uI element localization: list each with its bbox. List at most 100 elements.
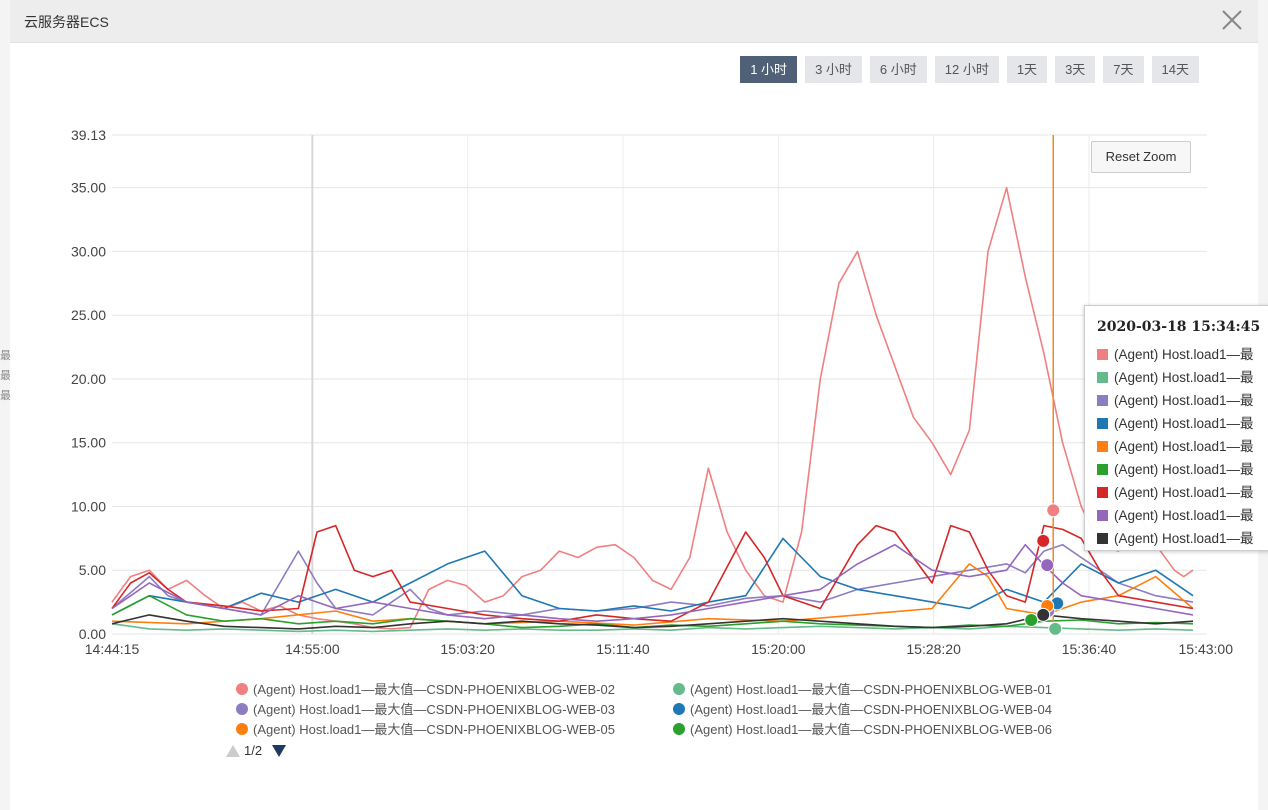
chart-tooltip: 2020-03-18 15:34:45 (Agent) Host.load1—最…: [1084, 305, 1268, 551]
legend-dot: [236, 723, 248, 735]
tooltip-swatch: [1097, 418, 1108, 429]
pager-down-icon[interactable]: [272, 744, 287, 757]
y-tick-label: 10.00: [71, 498, 106, 514]
series-line: [111, 537, 1194, 616]
tooltip-swatch: [1097, 349, 1108, 360]
tooltip-row: (Agent) Host.load1—最: [1097, 435, 1254, 455]
legend-item[interactable]: (Agent) Host.load1—最大值—CSDN-PHOENIXBLOG-…: [236, 679, 615, 698]
tooltip-row-label: (Agent) Host.load1—最: [1114, 370, 1254, 385]
tooltip-row-label: (Agent) Host.load1—最: [1114, 531, 1254, 546]
tooltip-row-label: (Agent) Host.load1—最: [1114, 485, 1254, 500]
series-line: [111, 186, 1194, 630]
hover-marker: [1046, 503, 1061, 518]
series-line: [111, 543, 1194, 616]
pager-up-icon[interactable]: [226, 744, 240, 757]
tooltip-swatch: [1097, 395, 1108, 406]
x-tick-label: 15:28:20: [906, 641, 961, 657]
tooltip-swatch: [1097, 487, 1108, 498]
x-axis-labels: 14:44:15 14:55:00 15:03:20 15:11:40 15:20:00…: [85, 641, 1233, 657]
legend-label: (Agent) Host.load1—最大值—CSDN-PHOENIXBLOG-…: [690, 702, 1052, 717]
legend-item[interactable]: (Agent) Host.load1—最大值—CSDN-PHOENIXBLOG-…: [673, 699, 1052, 718]
hover-marker: [1024, 612, 1039, 627]
tooltip-row: (Agent) Host.load1—最: [1097, 343, 1254, 363]
background-fragment: 最: [0, 350, 11, 362]
legend-dot: [673, 723, 685, 735]
legend-label: (Agent) Host.load1—最大值—CSDN-PHOENIXBLOG-…: [690, 722, 1052, 737]
dialog-title: 云服务器ECS: [24, 14, 109, 30]
tooltip-date: 2020-03-18 15:34:45: [1097, 319, 1261, 335]
tooltip-row-label: (Agent) Host.load1—最: [1114, 416, 1254, 431]
tooltip-row-label: (Agent) Host.load1—最: [1114, 347, 1254, 362]
series-line: [111, 524, 1194, 622]
tooltip-swatch: [1097, 464, 1108, 475]
y-tick-label: 15.00: [71, 435, 106, 451]
range-button-3h[interactable]: 3 小时: [805, 56, 862, 83]
tooltip-row-label: (Agent) Host.load1—最: [1114, 508, 1254, 523]
y-axis-labels: 0.00 5.00 10.00 15.00 20.00 25.00 30.00 35.00 39…: [71, 127, 106, 642]
time-range-selector: 1 小时 3 小时 6 小时 12 小时 1天 3天 7天 14天: [740, 56, 1199, 83]
x-tick-label: 15:36:40: [1062, 641, 1117, 657]
legend-item[interactable]: (Agent) Host.load1—最大值—CSDN-PHOENIXBLOG-…: [673, 719, 1052, 738]
reset-zoom-button[interactable]: Reset Zoom: [1091, 141, 1191, 173]
x-tick-label: 14:55:00: [285, 641, 340, 657]
series-line: [111, 543, 1194, 622]
y-tick-label: 0.00: [79, 626, 106, 642]
legend-label: (Agent) Host.load1—最大值—CSDN-PHOENIXBLOG-…: [253, 682, 615, 697]
legend-item[interactable]: (Agent) Host.load1—最大值—CSDN-PHOENIXBLOG-…: [236, 719, 615, 738]
legend-dot: [673, 703, 685, 715]
pager-text: 1/2: [244, 743, 263, 758]
tooltip-row: (Agent) Host.load1—最: [1097, 481, 1254, 501]
chart-series-lines: [111, 186, 1194, 633]
y-tick-label: 20.00: [71, 371, 106, 387]
tooltip-swatch: [1097, 372, 1108, 383]
x-tick-label: 15:03:20: [440, 641, 495, 657]
range-button-1d[interactable]: 1天: [1006, 56, 1048, 83]
x-tick-label: 14:44:15: [85, 641, 140, 657]
legend-item[interactable]: (Agent) Host.load1—最大值—CSDN-PHOENIXBLOG-…: [236, 699, 615, 718]
x-tick-label: 15:11:40: [596, 641, 650, 657]
range-button-12h[interactable]: 12 小时: [934, 56, 999, 83]
legend-dot: [673, 683, 685, 695]
chart-grid: [112, 134, 1207, 635]
series-line: [111, 623, 1194, 633]
y-tick-label: 39.13: [71, 127, 106, 143]
tooltip-row: (Agent) Host.load1—最: [1097, 389, 1254, 409]
legend-dot: [236, 683, 248, 695]
legend-label: (Agent) Host.load1—最大值—CSDN-PHOENIXBLOG-…: [253, 722, 615, 737]
tooltip-row-label: (Agent) Host.load1—最: [1114, 393, 1254, 408]
hover-markers: [1024, 503, 1065, 636]
range-button-6h[interactable]: 6 小时: [869, 56, 927, 83]
tooltip-swatch: [1097, 441, 1108, 452]
series-line: [111, 614, 1194, 630]
y-tick-label: 30.00: [71, 243, 106, 259]
x-tick-label: 15:43:00: [1179, 641, 1234, 657]
legend-label: (Agent) Host.load1—最大值—CSDN-PHOENIXBLOG-…: [690, 682, 1052, 697]
x-tick-label: 15:20:00: [751, 641, 806, 657]
tooltip-row: (Agent) Host.load1—最: [1097, 412, 1254, 432]
y-tick-label: 5.00: [79, 562, 106, 578]
hover-marker: [1036, 607, 1051, 622]
hover-marker: [1040, 558, 1055, 573]
legend-dot: [236, 703, 248, 715]
tooltip-swatch: [1097, 510, 1108, 521]
hover-marker: [1036, 533, 1051, 548]
background-fragment: 最: [0, 390, 11, 402]
dialog-header: 云服务器ECS: [10, 0, 1258, 43]
tooltip-row: (Agent) Host.load1—最: [1097, 527, 1254, 547]
y-tick-label: 35.00: [71, 180, 106, 196]
legend-pager: 1/2: [226, 743, 287, 758]
tooltip-row-label: (Agent) Host.load1—最: [1114, 439, 1254, 454]
background-fragment: 最: [0, 370, 11, 382]
close-icon[interactable]: [1220, 8, 1244, 32]
tooltip-row: (Agent) Host.load1—最: [1097, 504, 1254, 524]
tooltip-row: (Agent) Host.load1—最: [1097, 458, 1254, 478]
tooltip-swatch: [1097, 533, 1108, 544]
range-button-3d[interactable]: 3天: [1055, 56, 1096, 83]
range-button-14d[interactable]: 14天: [1151, 56, 1199, 83]
range-button-7d[interactable]: 7天: [1103, 56, 1144, 83]
tooltip-row: (Agent) Host.load1—最: [1097, 366, 1254, 386]
range-button-1h[interactable]: 1 小时: [740, 56, 798, 83]
y-tick-label: 25.00: [71, 307, 106, 323]
legend-item[interactable]: (Agent) Host.load1—最大值—CSDN-PHOENIXBLOG-…: [673, 679, 1052, 698]
